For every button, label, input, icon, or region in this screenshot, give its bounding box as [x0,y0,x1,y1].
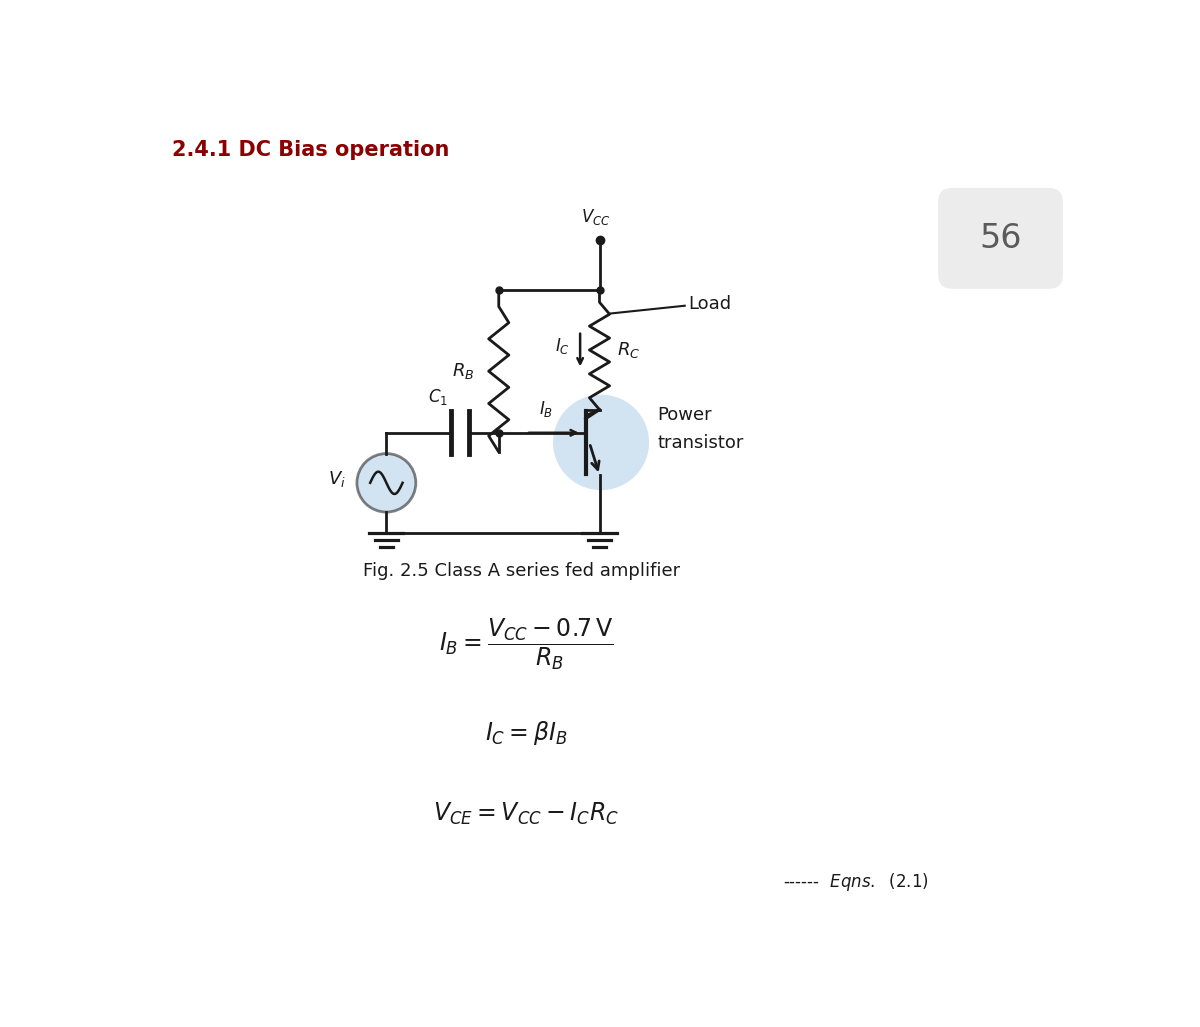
Text: $I_B = \dfrac{V_{CC} - 0.7\,\mathrm{V}}{R_B}$: $I_B = \dfrac{V_{CC} - 0.7\,\mathrm{V}}{… [438,616,613,673]
Text: $V_{CE} = V_{CC} - I_C R_C$: $V_{CE} = V_{CC} - I_C R_C$ [433,801,619,827]
Text: $V_i$: $V_i$ [328,469,346,489]
Text: Load: Load [689,295,732,313]
Text: $I_B$: $I_B$ [539,398,553,419]
Text: 56: 56 [979,222,1022,256]
FancyBboxPatch shape [938,188,1063,289]
Text: ------  $\mathit{Eqns.}$  (2.1): ------ $\mathit{Eqns.}$ (2.1) [782,871,929,892]
Text: Fig. 2.5 Class A series fed amplifier: Fig. 2.5 Class A series fed amplifier [364,563,680,580]
Text: transistor: transistor [658,434,744,452]
Text: Power: Power [658,406,713,423]
Circle shape [553,394,649,490]
Text: 2.4.1 DC Bias operation: 2.4.1 DC Bias operation [172,140,449,160]
Circle shape [356,454,416,512]
Text: $C_1$: $C_1$ [428,386,449,407]
Text: $I_C$: $I_C$ [556,336,570,356]
Text: $I_C = \beta I_B$: $I_C = \beta I_B$ [485,719,568,747]
Text: $R_B$: $R_B$ [451,362,474,381]
Text: $R_C$: $R_C$ [617,340,640,360]
Text: $V_{CC}$: $V_{CC}$ [581,207,611,227]
